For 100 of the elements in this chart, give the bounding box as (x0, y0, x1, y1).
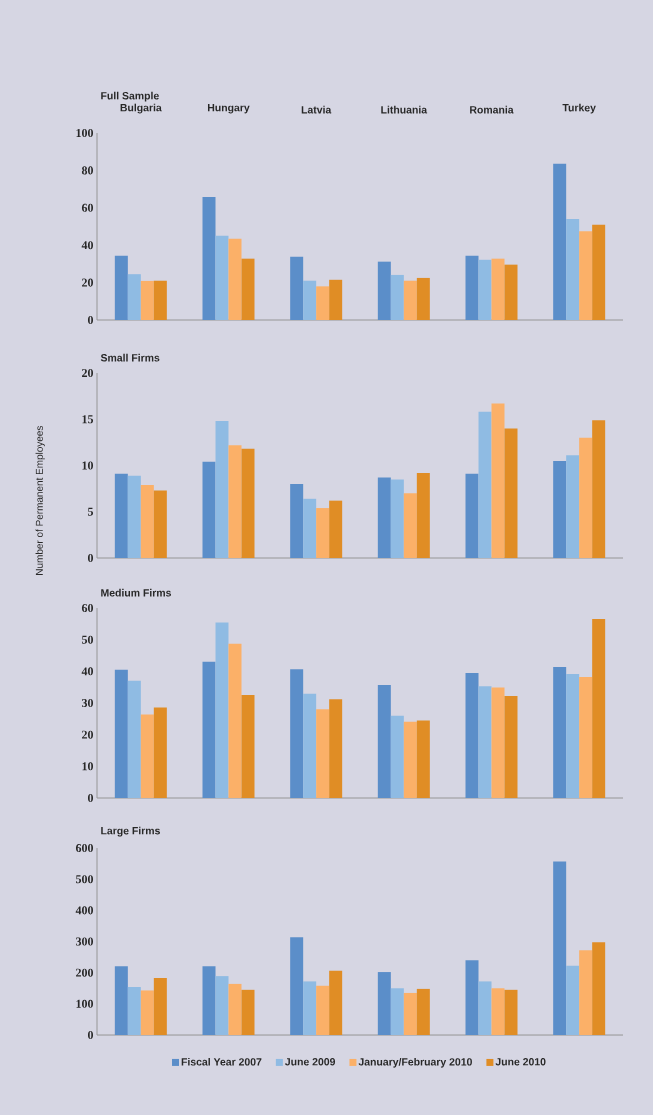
bar (416, 472, 430, 559)
y-tick-label: 60 (81, 603, 94, 613)
bar (416, 988, 430, 1036)
y-tick-label: 50 (82, 635, 94, 644)
bar (491, 687, 505, 799)
bar (329, 970, 343, 1036)
bar (478, 259, 492, 320)
bar (553, 861, 567, 1036)
y-tick-label: 600 (75, 843, 94, 853)
bar (290, 669, 304, 799)
y-tick-label: 20 (82, 278, 94, 287)
x-tick-label: Hungary (207, 104, 250, 114)
y-tick-label: 40 (81, 241, 94, 250)
bar (377, 261, 391, 320)
bar (403, 280, 417, 320)
y-tick-label: 100 (76, 999, 94, 1008)
bar (241, 258, 255, 320)
bar (592, 619, 606, 799)
x-tick-label: Turkey (562, 103, 596, 114)
bar (202, 661, 216, 799)
bar (504, 264, 518, 320)
legend-label: Fiscal Year 2007 (181, 1057, 262, 1066)
y-tick-label: 40 (81, 667, 94, 676)
bar (153, 280, 167, 320)
bar (241, 989, 255, 1036)
bar (403, 493, 417, 559)
bar (114, 966, 128, 1036)
legend-label: January/February 2010 (358, 1057, 472, 1068)
bar (504, 428, 518, 559)
bar (316, 985, 330, 1036)
bar (215, 976, 229, 1036)
bar (202, 461, 216, 559)
bar (290, 937, 304, 1036)
bar (377, 477, 391, 559)
bar (127, 987, 141, 1036)
y-tick-label: 500 (76, 875, 94, 884)
chart-title: Medium Firms (101, 588, 171, 597)
bar (329, 500, 343, 559)
legend-label: June 2009 (285, 1058, 336, 1066)
y-tick-label: 60 (81, 203, 94, 212)
chart-title: Small Firms (100, 353, 160, 362)
y-tick-label: 20 (82, 368, 94, 378)
chart-title: Full Sample (101, 91, 159, 102)
bar (215, 622, 229, 799)
bar (290, 484, 304, 559)
y-tick-label: 0 (87, 1030, 94, 1040)
chart-title: Large Firms (101, 826, 160, 837)
bar (403, 721, 417, 799)
bar (566, 219, 580, 320)
bar (228, 983, 242, 1036)
bar (303, 498, 317, 559)
bar (465, 255, 479, 320)
y-tick-label: 20 (82, 730, 94, 739)
y-tick-label: 80 (81, 166, 94, 175)
bar (316, 286, 330, 320)
bar (553, 666, 567, 799)
bar (215, 421, 229, 559)
bar (316, 709, 330, 799)
bar (140, 990, 154, 1036)
y-tick-label: 300 (76, 937, 94, 946)
x-tick-label: Latvia (301, 105, 332, 114)
bar (592, 420, 606, 559)
bar (465, 473, 479, 559)
bar (579, 231, 593, 320)
bar (478, 686, 492, 799)
x-tick-label: Bulgaria (120, 103, 162, 114)
x-tick-label: Lithuania (381, 105, 428, 114)
bar (329, 279, 343, 320)
bar (390, 715, 404, 799)
y-tick-label: 15 (82, 415, 94, 424)
bar (504, 696, 518, 799)
bar (566, 965, 580, 1036)
bar (465, 960, 479, 1036)
bar (241, 448, 255, 559)
bar (566, 673, 580, 799)
bar (316, 508, 330, 559)
bar (127, 680, 141, 799)
y-tick-label: 10 (82, 762, 94, 771)
bar (478, 981, 492, 1036)
bar (390, 479, 404, 559)
x-tick-label: Romania (470, 105, 514, 114)
bar (579, 437, 593, 559)
bar (303, 693, 317, 799)
bar (329, 699, 343, 799)
bar (228, 238, 242, 320)
bar (290, 256, 304, 320)
y-tick-label: 200 (76, 968, 94, 977)
bar (579, 677, 593, 799)
bar (140, 714, 154, 799)
bar (465, 672, 479, 799)
y-tick-label: 100 (76, 128, 94, 138)
bar (153, 977, 167, 1036)
bar (566, 455, 580, 559)
bar (153, 707, 167, 799)
bar (478, 411, 492, 559)
bar (153, 490, 167, 559)
bar (140, 280, 154, 320)
bar (491, 403, 505, 559)
bar (491, 258, 505, 320)
bar (140, 484, 154, 559)
